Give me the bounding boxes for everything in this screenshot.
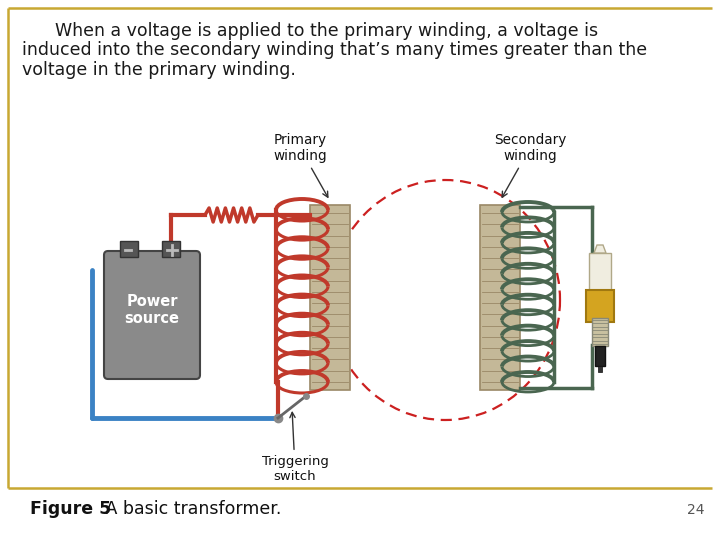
Bar xyxy=(589,253,611,293)
Bar xyxy=(162,241,180,257)
Text: A basic transformer.: A basic transformer. xyxy=(100,500,282,518)
Bar xyxy=(480,205,520,390)
Bar xyxy=(586,290,614,322)
Text: induced into the secondary winding that’s many times greater than the: induced into the secondary winding that’… xyxy=(22,42,647,59)
Text: Figure 5: Figure 5 xyxy=(30,500,112,518)
FancyBboxPatch shape xyxy=(104,251,200,379)
Text: 24: 24 xyxy=(686,503,704,517)
Text: Triggering
switch: Triggering switch xyxy=(261,413,328,483)
Text: Power
source: Power source xyxy=(125,294,179,326)
Text: Primary
winding: Primary winding xyxy=(273,133,328,197)
Bar xyxy=(120,241,138,257)
Bar xyxy=(592,318,608,346)
Polygon shape xyxy=(594,245,606,253)
Text: voltage in the primary winding.: voltage in the primary winding. xyxy=(22,60,296,79)
Text: When a voltage is applied to the primary winding, a voltage is: When a voltage is applied to the primary… xyxy=(22,22,598,40)
Text: Secondary
winding: Secondary winding xyxy=(494,133,566,197)
Bar xyxy=(595,346,605,366)
Bar xyxy=(598,366,602,372)
Bar xyxy=(310,205,350,390)
